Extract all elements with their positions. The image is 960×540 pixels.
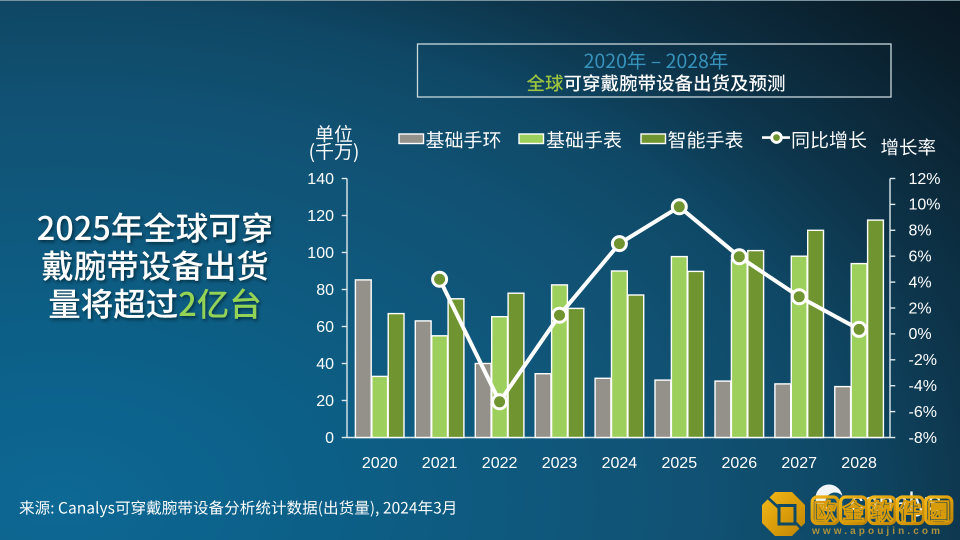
svg-text:12%: 12%: [909, 171, 941, 188]
svg-text:2022: 2022: [482, 455, 518, 472]
svg-text:10%: 10%: [909, 197, 941, 214]
svg-text:-6%: -6%: [909, 404, 937, 421]
svg-text:2023: 2023: [542, 455, 578, 472]
svg-text:www.apoujin.com: www.apoujin.com: [811, 526, 943, 537]
svg-text:60: 60: [316, 319, 334, 336]
svg-text:-4%: -4%: [909, 378, 937, 395]
svg-text:2%: 2%: [909, 300, 932, 317]
svg-text:80: 80: [316, 282, 334, 299]
svg-text:2026: 2026: [722, 455, 758, 472]
svg-text:2024: 2024: [602, 455, 638, 472]
svg-text:2025: 2025: [662, 455, 698, 472]
svg-text:2020: 2020: [362, 455, 398, 472]
svg-text:120: 120: [307, 208, 334, 225]
svg-text:4%: 4%: [909, 274, 932, 291]
svg-text:-2%: -2%: [909, 352, 937, 369]
svg-text:140: 140: [307, 171, 334, 188]
svg-text:20: 20: [316, 393, 334, 410]
svg-text:0%: 0%: [909, 326, 932, 343]
svg-text:2027: 2027: [781, 455, 817, 472]
svg-text:6%: 6%: [909, 249, 932, 266]
svg-text:40: 40: [316, 356, 334, 373]
svg-text:100: 100: [307, 245, 334, 262]
svg-text:0: 0: [325, 430, 334, 447]
svg-text:-8%: -8%: [909, 430, 937, 447]
svg-text:2021: 2021: [422, 455, 458, 472]
svg-text:8%: 8%: [909, 223, 932, 240]
svg-text:2028: 2028: [841, 455, 877, 472]
